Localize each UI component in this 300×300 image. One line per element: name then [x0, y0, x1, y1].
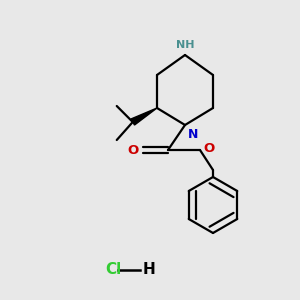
Polygon shape — [131, 108, 157, 125]
Text: N: N — [188, 128, 198, 141]
Text: O: O — [203, 142, 214, 155]
Text: H: H — [143, 262, 156, 278]
Text: Cl: Cl — [105, 262, 121, 278]
Text: O: O — [128, 143, 139, 157]
Text: NH: NH — [176, 40, 194, 50]
